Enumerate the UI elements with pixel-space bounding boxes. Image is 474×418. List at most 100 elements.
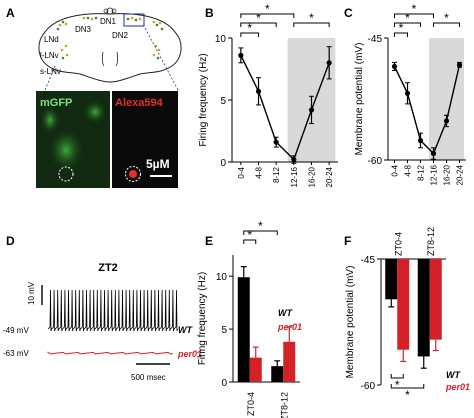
bar-e — [249, 357, 262, 382]
time-scale-label: 500 msec — [131, 373, 166, 382]
bar-f — [429, 259, 442, 340]
chart-b: 0 5 10 0-4 4-8 8-12 12-16 16-20 20-24 * * * * Firin… — [198, 2, 338, 187]
wt-trace — [47, 289, 178, 332]
label-dn1: DN1 — [100, 17, 117, 26]
significance-bracket-c — [394, 32, 408, 37]
significance-star-b: * — [256, 11, 261, 25]
axes-c: -60 -45 0-4 4-8 8-12 12-16 16-20 20-24 — [368, 34, 466, 185]
panel-letter-e: E — [205, 234, 213, 248]
zoom-box — [123, 13, 145, 27]
micrograph-pair: mGFP Alexa594 5µM — [36, 91, 178, 188]
points-c — [391, 61, 463, 160]
x-tick-label-e: ZT8-12 — [279, 392, 289, 418]
alexa-label: Alexa594 — [115, 97, 164, 109]
x-tick-label-c: 0-4 — [391, 164, 400, 176]
bar-e — [283, 341, 296, 382]
label-dn2: DN2 — [112, 31, 129, 40]
x-tick-label-b: 12-16 — [290, 166, 299, 187]
series-line-b — [240, 55, 330, 161]
x-tick-label-b: 20-24 — [325, 166, 334, 187]
per-trace-label: per01 — [177, 349, 202, 359]
label-l-ln: l-LNv — [40, 51, 59, 60]
significance-star-c: * — [412, 2, 417, 16]
y-tick-label-c: -60 — [368, 156, 383, 167]
x-tick-label-c: 4-8 — [404, 164, 413, 176]
significance-bracket-b — [293, 22, 330, 27]
x-tick-label-b: 16-20 — [308, 166, 317, 187]
significance-star-f: * — [395, 378, 400, 392]
significance-bracket-b — [240, 13, 295, 18]
panel-letter-c: C — [344, 6, 353, 20]
axes-e: 0 5 10 ZT0-4 ZT8-12 — [216, 255, 300, 418]
wt-trace-label: WT — [178, 325, 193, 335]
significance-star-c: * — [399, 21, 404, 35]
panel-letter-d: D — [6, 234, 15, 248]
significance-star-e: * — [258, 219, 263, 233]
micrograph-alexa — [112, 91, 178, 188]
bar-e — [271, 366, 284, 382]
significance-star-c: * — [444, 11, 449, 25]
y-tick-label-b: 10 — [215, 34, 227, 45]
x-tick-label-f: ZT0-4 — [393, 232, 403, 256]
series-line-c — [393, 64, 461, 155]
y-tick-label-e: 10 — [216, 272, 228, 283]
significance-bracket-f — [390, 374, 404, 379]
significance-bracket-c — [433, 22, 460, 27]
y-tick-label-c: -45 — [368, 34, 383, 45]
significance-f: ** — [390, 374, 425, 402]
legend-per-f: per01 — [445, 382, 470, 392]
legend-wt-e: WT — [278, 308, 293, 318]
panel-letter-b: B — [205, 6, 214, 20]
significance-star-f: * — [405, 388, 410, 402]
data-point-c — [456, 62, 463, 68]
x-tick-label-e: ZT0-4 — [246, 392, 256, 416]
mgfp-label: mGFP — [40, 97, 72, 109]
data-point-c — [391, 63, 398, 70]
significance-bracket-b — [240, 22, 277, 27]
cell-circle-alexa — [125, 166, 141, 182]
bar-f — [397, 259, 410, 350]
y-tick-label-f: -45 — [361, 255, 376, 266]
per-level-label: -63 mV — [3, 349, 29, 358]
points-b — [238, 46, 332, 164]
x-tick-label-c: 12-16 — [430, 164, 439, 185]
x-tick-label-c: 8-12 — [417, 164, 426, 181]
significance-star-e: * — [247, 228, 252, 242]
y-tick-label-b: 0 — [220, 158, 226, 169]
data-point-c — [443, 118, 450, 124]
cell-circle-gfp — [58, 166, 74, 182]
data-point-c — [430, 150, 437, 157]
label-lnd: LNd — [44, 35, 59, 44]
legend-per-e: per01 — [277, 322, 302, 332]
bar-f — [385, 259, 398, 300]
significance-e: ** — [243, 219, 278, 244]
data-point-b — [326, 60, 332, 66]
panel-letter-f: F — [344, 234, 351, 248]
brain-schematic: DN1 DN3 DN2 LNd l-LNv s-LNv — [38, 7, 182, 91]
brain-midline — [101, 51, 119, 67]
significance-c: ** ** — [394, 2, 460, 37]
significance-bracket-b — [240, 32, 259, 37]
data-point-b — [308, 107, 315, 113]
x-tick-label-b: 4-8 — [255, 166, 264, 178]
voltage-scale-label: 10 mV — [27, 281, 36, 305]
significance-star-b: * — [265, 2, 270, 16]
significance-star-b: * — [309, 11, 314, 25]
data-point-b — [255, 88, 262, 94]
x-tick-label-b: 8-12 — [272, 166, 281, 183]
trace-panel: ZT2 10 mV -49 mV -63 mV WT per01 500 mse… — [3, 262, 202, 382]
ylabel-e: Firing frequency (Hz) — [197, 272, 208, 365]
significance-b: * * * * — [240, 2, 330, 37]
scale-label: 5µM — [146, 157, 170, 171]
bar-f — [417, 259, 430, 357]
significance-bracket-c — [394, 22, 421, 27]
y-tick-label-f: -60 — [361, 381, 376, 392]
data-point-b — [273, 139, 279, 145]
significance-bracket-e — [243, 230, 278, 235]
y-tick-label-e: 5 — [221, 325, 227, 336]
significance-star-b: * — [247, 21, 252, 35]
panel-letter-a: A — [6, 6, 15, 20]
